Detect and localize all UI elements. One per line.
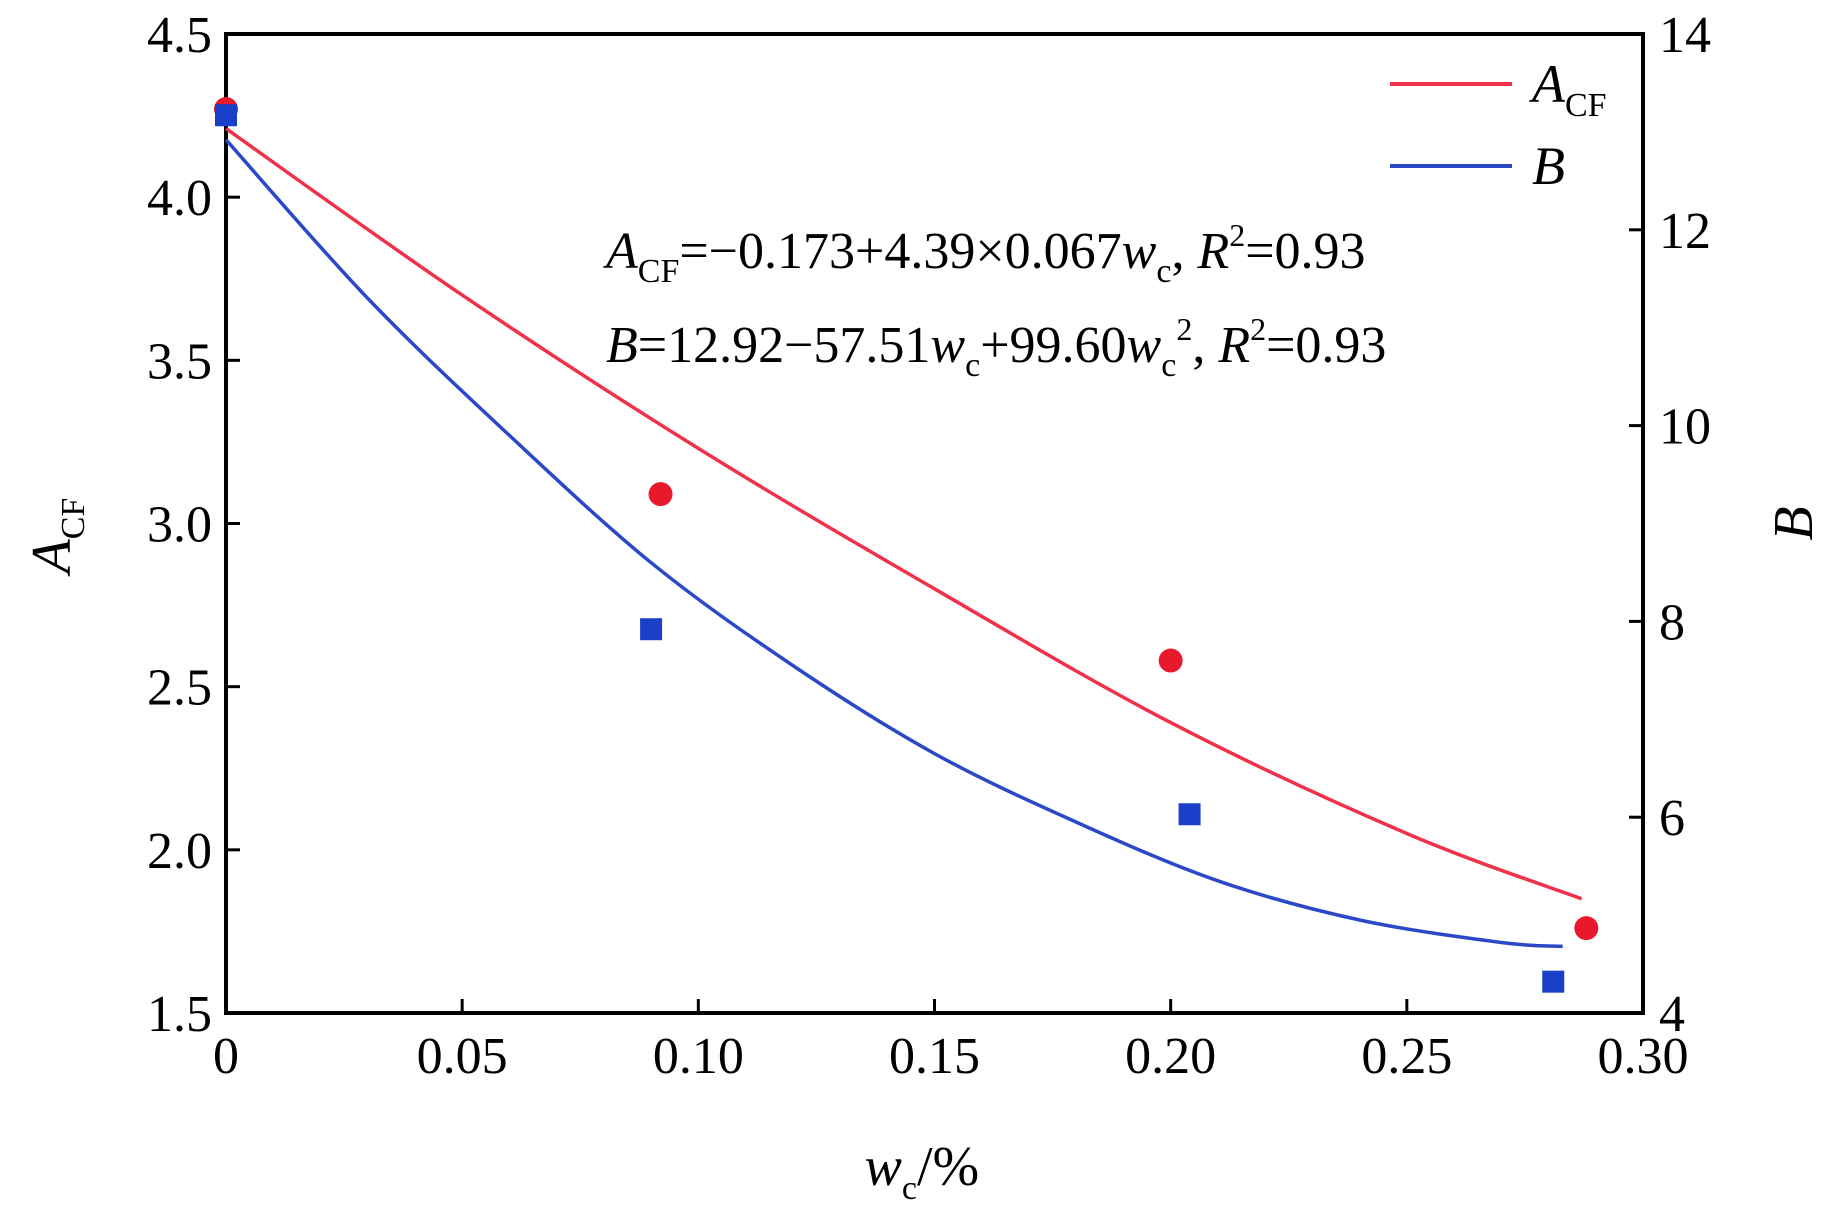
axis-labels: wc/% ACF B [21, 498, 1825, 1207]
data-point-b [640, 618, 663, 641]
fit-line-a-cf [224, 127, 1583, 901]
x-tick-label: 0.10 [653, 1028, 744, 1085]
x-tick-label: 0 [213, 1028, 239, 1085]
x-axis-label: wc/% [865, 1136, 980, 1207]
y-left-tick-label: 2.5 [147, 660, 212, 717]
x-tick-label: 0.15 [889, 1028, 980, 1085]
y-left-tick-label: 3.0 [147, 497, 212, 554]
y-right-tick-label: 12 [1659, 203, 1711, 260]
legend-label-b: B [1532, 136, 1565, 196]
data-markers [214, 97, 1599, 993]
y-left-tick-label: 4.5 [147, 7, 212, 64]
y-right-tick-label: 8 [1659, 594, 1685, 651]
data-point-b [1178, 803, 1201, 826]
y-right-tick-label: 10 [1659, 399, 1711, 456]
y-left-tick-label: 3.5 [147, 333, 212, 390]
b-equation: B=12.92−57.51wc+99.60wc2, R2=0.93 [606, 311, 1386, 384]
fit-curves [224, 127, 1583, 949]
data-point-b [1542, 970, 1565, 993]
y-left-tick-label: 4.0 [147, 170, 212, 227]
y-right-tick-label: 4 [1659, 986, 1685, 1043]
y-left-axis-label: ACF [21, 498, 92, 578]
plot-area [224, 32, 1645, 1015]
data-point-a-cf [1574, 916, 1599, 941]
y-right-axis-label: B [1763, 506, 1825, 540]
x-tick-label: 0.30 [1598, 1028, 1689, 1085]
legend-label-a-cf: ACF [1529, 54, 1607, 124]
data-point-a-cf [648, 482, 673, 507]
data-point-b [215, 104, 237, 127]
legend: ACF B [1390, 54, 1607, 196]
y-left-tick-label: 1.5 [147, 986, 212, 1043]
acf-equation: ACF=−0.173+4.39×0.067wc, R2=0.93 [603, 217, 1366, 290]
equation-annotations: ACF=−0.173+4.39×0.067wc, R2=0.93 B=12.92−… [603, 217, 1386, 384]
y-right-tick-label: 14 [1659, 7, 1711, 64]
data-point-a-cf [1158, 648, 1183, 673]
plot-frame [224, 32, 1645, 1015]
axis-ticks: 0 0.05 0.10 0.15 0.20 0.25 0.30 1.5 2.0 2.5 3.0 3.5… [147, 7, 1711, 1085]
x-tick-label: 0.25 [1361, 1028, 1452, 1085]
x-tick-label: 0.05 [417, 1028, 508, 1085]
x-tick-label: 0.20 [1125, 1028, 1216, 1085]
y-right-tick-label: 6 [1659, 790, 1685, 847]
y-left-tick-label: 2.0 [147, 823, 212, 880]
fit-line-b [224, 138, 1563, 949]
